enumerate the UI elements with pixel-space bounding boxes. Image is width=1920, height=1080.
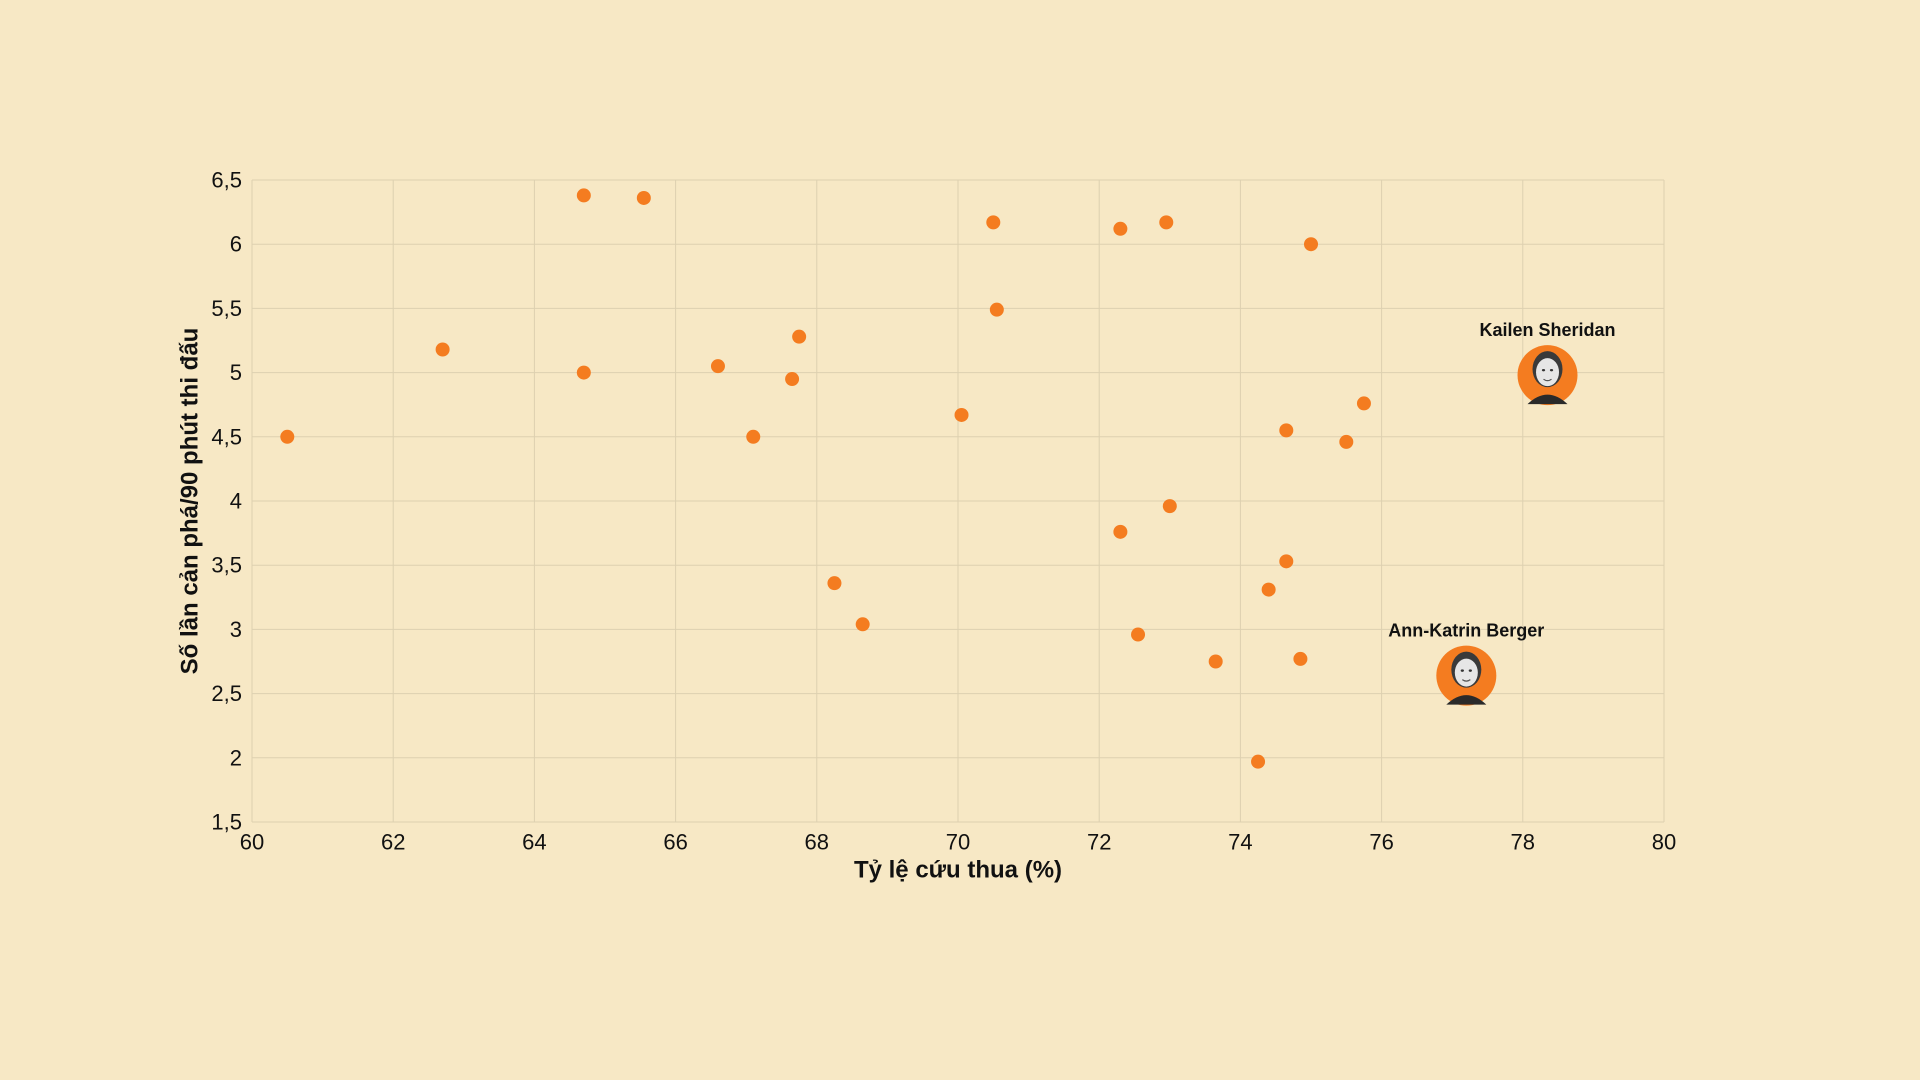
x-tick-label: 62 — [381, 830, 405, 855]
data-point — [1131, 627, 1146, 642]
data-point — [989, 302, 1004, 317]
player-avatar-icon — [1446, 651, 1487, 705]
data-point — [1159, 215, 1174, 230]
data-point — [636, 190, 651, 205]
x-tick-label: 68 — [805, 830, 829, 855]
highlighted-players: Kailen Sheridan Ann-Katrin Berger — [1388, 320, 1616, 706]
y-tick-label: 1,5 — [211, 810, 242, 835]
data-point — [827, 576, 842, 591]
y-tick-label: 2 — [230, 745, 242, 770]
x-tick-label: 80 — [1652, 830, 1676, 855]
data-point — [1261, 582, 1276, 597]
data-point — [1293, 651, 1308, 666]
x-tick-label: 76 — [1369, 830, 1393, 855]
data-point — [576, 365, 591, 380]
y-tick-label: 4,5 — [211, 424, 242, 449]
data-point — [746, 429, 761, 444]
x-axis-title: Tỷ lệ cứu thua (%) — [854, 857, 1062, 884]
y-tick-label: 5,5 — [211, 296, 242, 321]
y-axis-title: Số lần cản phá/90 phút thi đấu — [177, 328, 204, 675]
data-point — [1279, 423, 1294, 438]
player-name-label: Kailen Sheridan — [1479, 320, 1615, 340]
data-point — [954, 407, 969, 422]
y-tick-label: 3 — [230, 617, 242, 642]
x-tick-label: 74 — [1228, 830, 1252, 855]
x-tick-label: 64 — [522, 830, 546, 855]
data-point — [986, 215, 1001, 230]
data-point — [785, 372, 800, 387]
y-tick-label: 2,5 — [211, 681, 242, 706]
x-tick-label: 72 — [1087, 830, 1111, 855]
data-point — [1251, 754, 1266, 769]
y-tick-label: 6,5 — [211, 168, 242, 193]
x-tick-label: 60 — [240, 830, 264, 855]
data-point — [1162, 499, 1177, 514]
data-point — [792, 329, 807, 344]
data-point — [1304, 237, 1318, 252]
highlighted-player: Ann-Katrin Berger — [1388, 621, 1544, 706]
data-point — [576, 188, 591, 203]
player-avatar-icon — [1527, 351, 1568, 405]
data-point — [710, 359, 725, 374]
x-tick-label: 66 — [663, 830, 687, 855]
data-point — [280, 429, 295, 444]
tick-labels: 60 62 64 66 68 70 72 74 76 78 80 1,5 2 2,5 3 3,5 4 4,5 5 5,… — [211, 168, 1676, 855]
player-name-label: Ann-Katrin Berger — [1388, 621, 1544, 641]
data-point — [1113, 524, 1128, 539]
y-tick-label: 3,5 — [211, 553, 242, 578]
data-point — [1356, 396, 1371, 411]
y-tick-label: 5 — [230, 360, 242, 385]
data-point — [855, 617, 870, 632]
data-point — [1339, 434, 1354, 449]
grid-lines — [251, 179, 1665, 823]
data-point — [1279, 554, 1294, 569]
data-point — [1113, 221, 1128, 236]
data-point — [1208, 654, 1223, 669]
x-tick-label: 70 — [946, 830, 970, 855]
highlighted-player: Kailen Sheridan — [1479, 320, 1616, 406]
x-tick-label: 78 — [1511, 830, 1535, 855]
data-points — [280, 188, 1371, 769]
y-tick-label: 4 — [230, 489, 242, 514]
data-point — [435, 342, 450, 357]
y-tick-label: 6 — [230, 232, 242, 257]
